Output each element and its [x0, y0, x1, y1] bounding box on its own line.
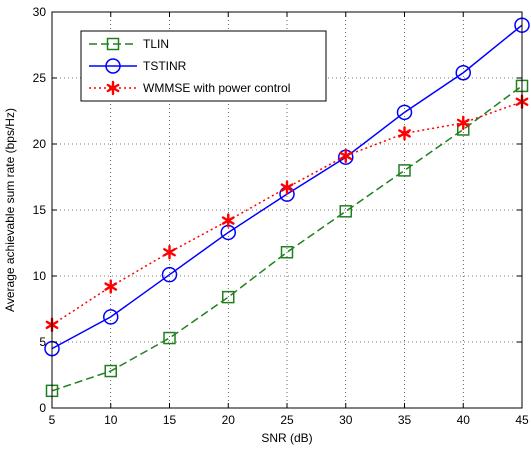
- asterisk-stroke: [280, 183, 294, 192]
- data-point: [104, 364, 117, 378]
- x-tick-label: 45: [515, 413, 529, 427]
- x-axis-label: SNR (dB): [261, 431, 312, 445]
- asterisk-stroke: [221, 216, 235, 225]
- data-point: [221, 213, 235, 228]
- series-line: [51, 85, 523, 392]
- data-point: [280, 180, 294, 195]
- series-line: [51, 101, 523, 326]
- asterisk-stroke: [456, 118, 470, 128]
- data-point: [456, 115, 470, 131]
- x-tick-label: 5: [49, 413, 56, 427]
- x-tick-label: 30: [339, 413, 353, 427]
- data-point: [398, 126, 411, 141]
- x-tick-label: 15: [163, 413, 177, 427]
- series-tlin: [45, 79, 529, 398]
- series-wmmse-with-power-control: [45, 94, 529, 333]
- legend-label: TSTINR: [143, 59, 187, 73]
- legend-marker: [106, 80, 120, 96]
- y-tick-label: 25: [33, 71, 47, 85]
- y-tick-label: 0: [39, 401, 46, 415]
- x-tick-label: 40: [457, 413, 471, 427]
- y-axis-ticks: 0 5 10 15 20 25 30: [33, 5, 522, 415]
- asterisk-stroke: [398, 129, 411, 138]
- y-axis-label: Average achievable sum rate (bps/Hz): [3, 108, 17, 312]
- data-point: [103, 309, 119, 325]
- asterisk-stroke: [163, 248, 176, 257]
- data-point: [339, 205, 352, 218]
- x-tick-label: 35: [398, 413, 412, 427]
- legend-label: TLIN: [143, 37, 169, 51]
- legend-entry: TSTINR: [89, 58, 187, 74]
- data-point: [396, 104, 413, 121]
- y-tick-label: 15: [33, 203, 47, 217]
- data-point: [339, 148, 353, 164]
- legend-marker: [105, 58, 121, 74]
- legend-label: WMMSE with power control: [143, 81, 290, 95]
- asterisk-stroke: [339, 151, 353, 161]
- y-tick-label: 10: [33, 269, 47, 283]
- data-point: [161, 266, 178, 283]
- data-point: [455, 64, 471, 81]
- data-point: [104, 279, 118, 294]
- data-point: [163, 245, 176, 260]
- x-tick-label: 25: [280, 413, 294, 427]
- x-tick-label: 10: [104, 413, 118, 427]
- data-point: [398, 164, 411, 177]
- y-tick-label: 20: [33, 137, 47, 151]
- legend-marker: [106, 37, 120, 51]
- asterisk-stroke: [104, 282, 118, 291]
- series-layer: [44, 17, 530, 398]
- y-tick-label: 30: [33, 5, 47, 19]
- y-tick-label: 5: [39, 335, 46, 349]
- asterisk-stroke: [106, 83, 120, 93]
- data-point: [280, 245, 294, 259]
- x-axis-ticks: 5 10 15 20 25 30 35 40 45: [49, 12, 529, 427]
- legend-entry: WMMSE with power control: [89, 80, 290, 96]
- data-point: [163, 331, 176, 345]
- legend-entry: TLIN: [89, 37, 169, 51]
- legend: TLIN TSTINR WMMSE with power control: [80, 30, 327, 102]
- x-tick-label: 20: [222, 413, 236, 427]
- data-point: [222, 290, 235, 304]
